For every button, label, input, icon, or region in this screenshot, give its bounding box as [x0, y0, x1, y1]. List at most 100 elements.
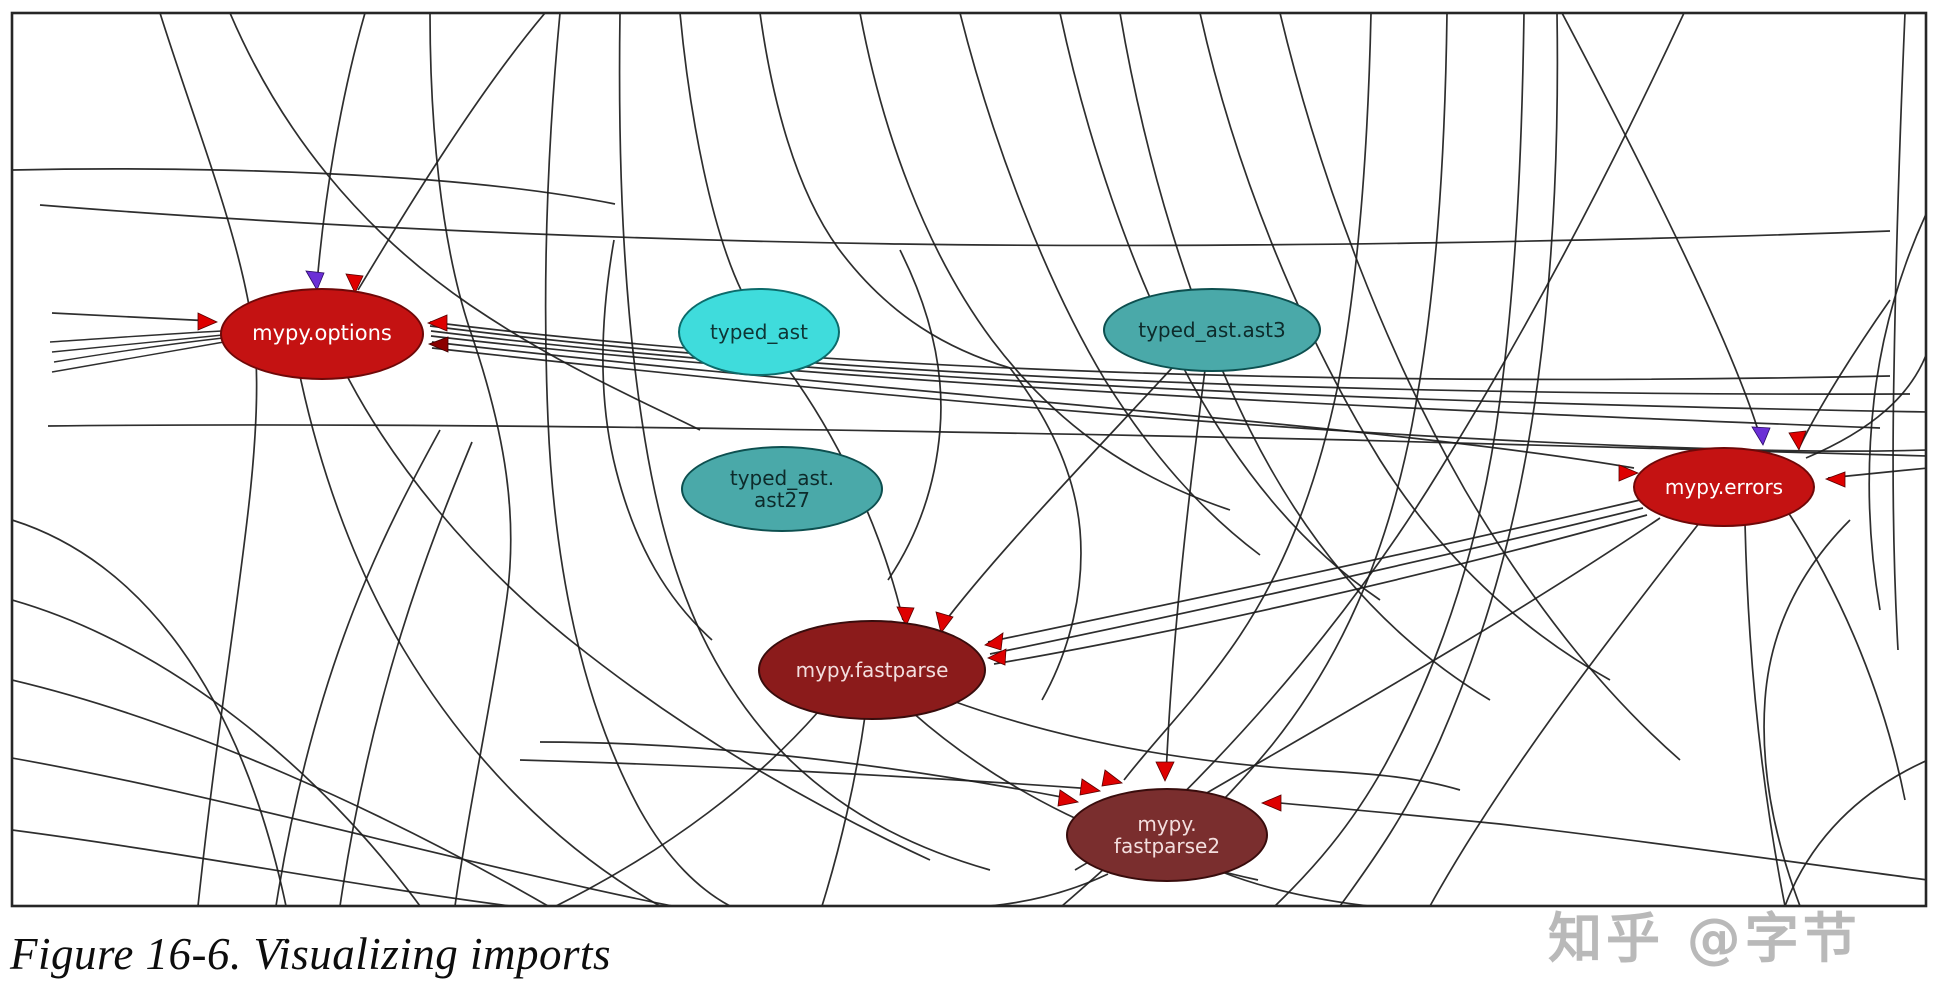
edge [993, 514, 1648, 665]
arrowhead-red [935, 611, 954, 634]
edge [431, 347, 1925, 452]
edge [959, 14, 1261, 556]
node-label: typed_ast. ast27 [729, 465, 835, 512]
node-label: typed_ast [710, 319, 808, 344]
arrowhead-red [896, 606, 915, 627]
edge [1267, 801, 1925, 881]
edge [1429, 521, 1701, 906]
edge [1061, 14, 1685, 906]
arrowhead-red [987, 648, 1007, 666]
edge [1805, 355, 1925, 459]
edge [1561, 14, 1762, 441]
edge [49, 330, 223, 343]
node-label: mypy.options [252, 321, 392, 346]
edge [987, 499, 1641, 643]
edge [1123, 14, 1372, 781]
edge [759, 14, 1011, 369]
edge [429, 325, 1911, 395]
node-label: typed_ast.ast3 [1138, 317, 1286, 342]
edge [13, 679, 549, 906]
edge [1199, 14, 1611, 681]
edge [1787, 511, 1906, 801]
edge [519, 759, 1095, 790]
edge [429, 14, 512, 906]
edge [949, 699, 1461, 791]
edge [53, 337, 224, 363]
edge [344, 371, 931, 861]
node-mypy-fastparse2: mypy. fastparse2 [1066, 788, 1268, 882]
edge [39, 204, 1891, 247]
edge [1279, 14, 1681, 761]
edge [821, 715, 866, 906]
edge [989, 873, 1109, 906]
edge [13, 599, 421, 906]
edge [1744, 522, 1786, 906]
figure-frame [10, 11, 1928, 908]
edge [13, 829, 511, 906]
edge [430, 335, 1881, 429]
edge [1868, 214, 1925, 611]
edge [159, 14, 258, 906]
arrowhead-red [1618, 464, 1640, 482]
edge [299, 375, 661, 906]
arrowhead-red [345, 273, 364, 294]
edge [539, 741, 1073, 800]
arrowhead-red [1155, 761, 1175, 782]
edge [51, 341, 225, 373]
arrowhead-red [1079, 778, 1102, 796]
arrowhead-darkred [427, 336, 449, 353]
edge [431, 341, 1635, 469]
node-label: mypy.fastparse [795, 657, 949, 682]
edge [13, 519, 287, 906]
edge [679, 14, 743, 293]
edge [429, 321, 1891, 381]
edge [887, 249, 942, 581]
arrowhead-red [197, 312, 218, 331]
edge [544, 14, 731, 906]
arrowhead-red [1788, 430, 1807, 451]
edge [939, 367, 1173, 629]
node-mypy-errors: mypy.errors [1633, 447, 1815, 527]
arrowhead-red [1057, 789, 1080, 807]
node-typed-ast: typed_ast [678, 288, 840, 376]
figure-caption: Figure 16-6. Visualizing imports [10, 929, 611, 979]
edge [1892, 14, 1906, 651]
edge [316, 14, 366, 285]
watermark: 知乎 @字节 [1548, 907, 1861, 970]
arrowheads [197, 270, 1846, 812]
edge [1139, 14, 1448, 876]
node-typed-ast-ast27: typed_ast. ast27 [681, 446, 883, 532]
arrowhead-red [426, 314, 448, 332]
edge [13, 168, 616, 205]
node-label: mypy.errors [1664, 474, 1784, 499]
edge [51, 312, 213, 322]
edge [51, 334, 224, 353]
edge [1339, 14, 1559, 906]
edge [555, 711, 819, 906]
arrowhead-purple [305, 270, 325, 291]
edge [357, 14, 546, 291]
edge [602, 239, 713, 641]
edge [430, 330, 1925, 413]
node-mypy-fastparse: mypy.fastparse [758, 620, 986, 720]
arrowhead-red [1260, 794, 1282, 812]
arrowhead-red [1101, 769, 1123, 787]
edge-curves [13, 14, 1925, 906]
edge [1009, 367, 1082, 701]
edge [339, 441, 473, 906]
edge [989, 507, 1644, 655]
edge [275, 429, 441, 906]
node-mypy-options: mypy.options [220, 288, 424, 380]
edge [618, 14, 991, 871]
edge [229, 14, 701, 431]
edge [1784, 760, 1925, 906]
arrowhead-red [984, 632, 1004, 651]
edge [1119, 14, 1491, 701]
edge [859, 14, 1231, 511]
edge [1165, 369, 1206, 777]
node-label: mypy. fastparse2 [1113, 811, 1221, 858]
edge [1274, 14, 1525, 906]
node-typed-ast-ast3: typed_ast.ast3 [1103, 288, 1321, 372]
